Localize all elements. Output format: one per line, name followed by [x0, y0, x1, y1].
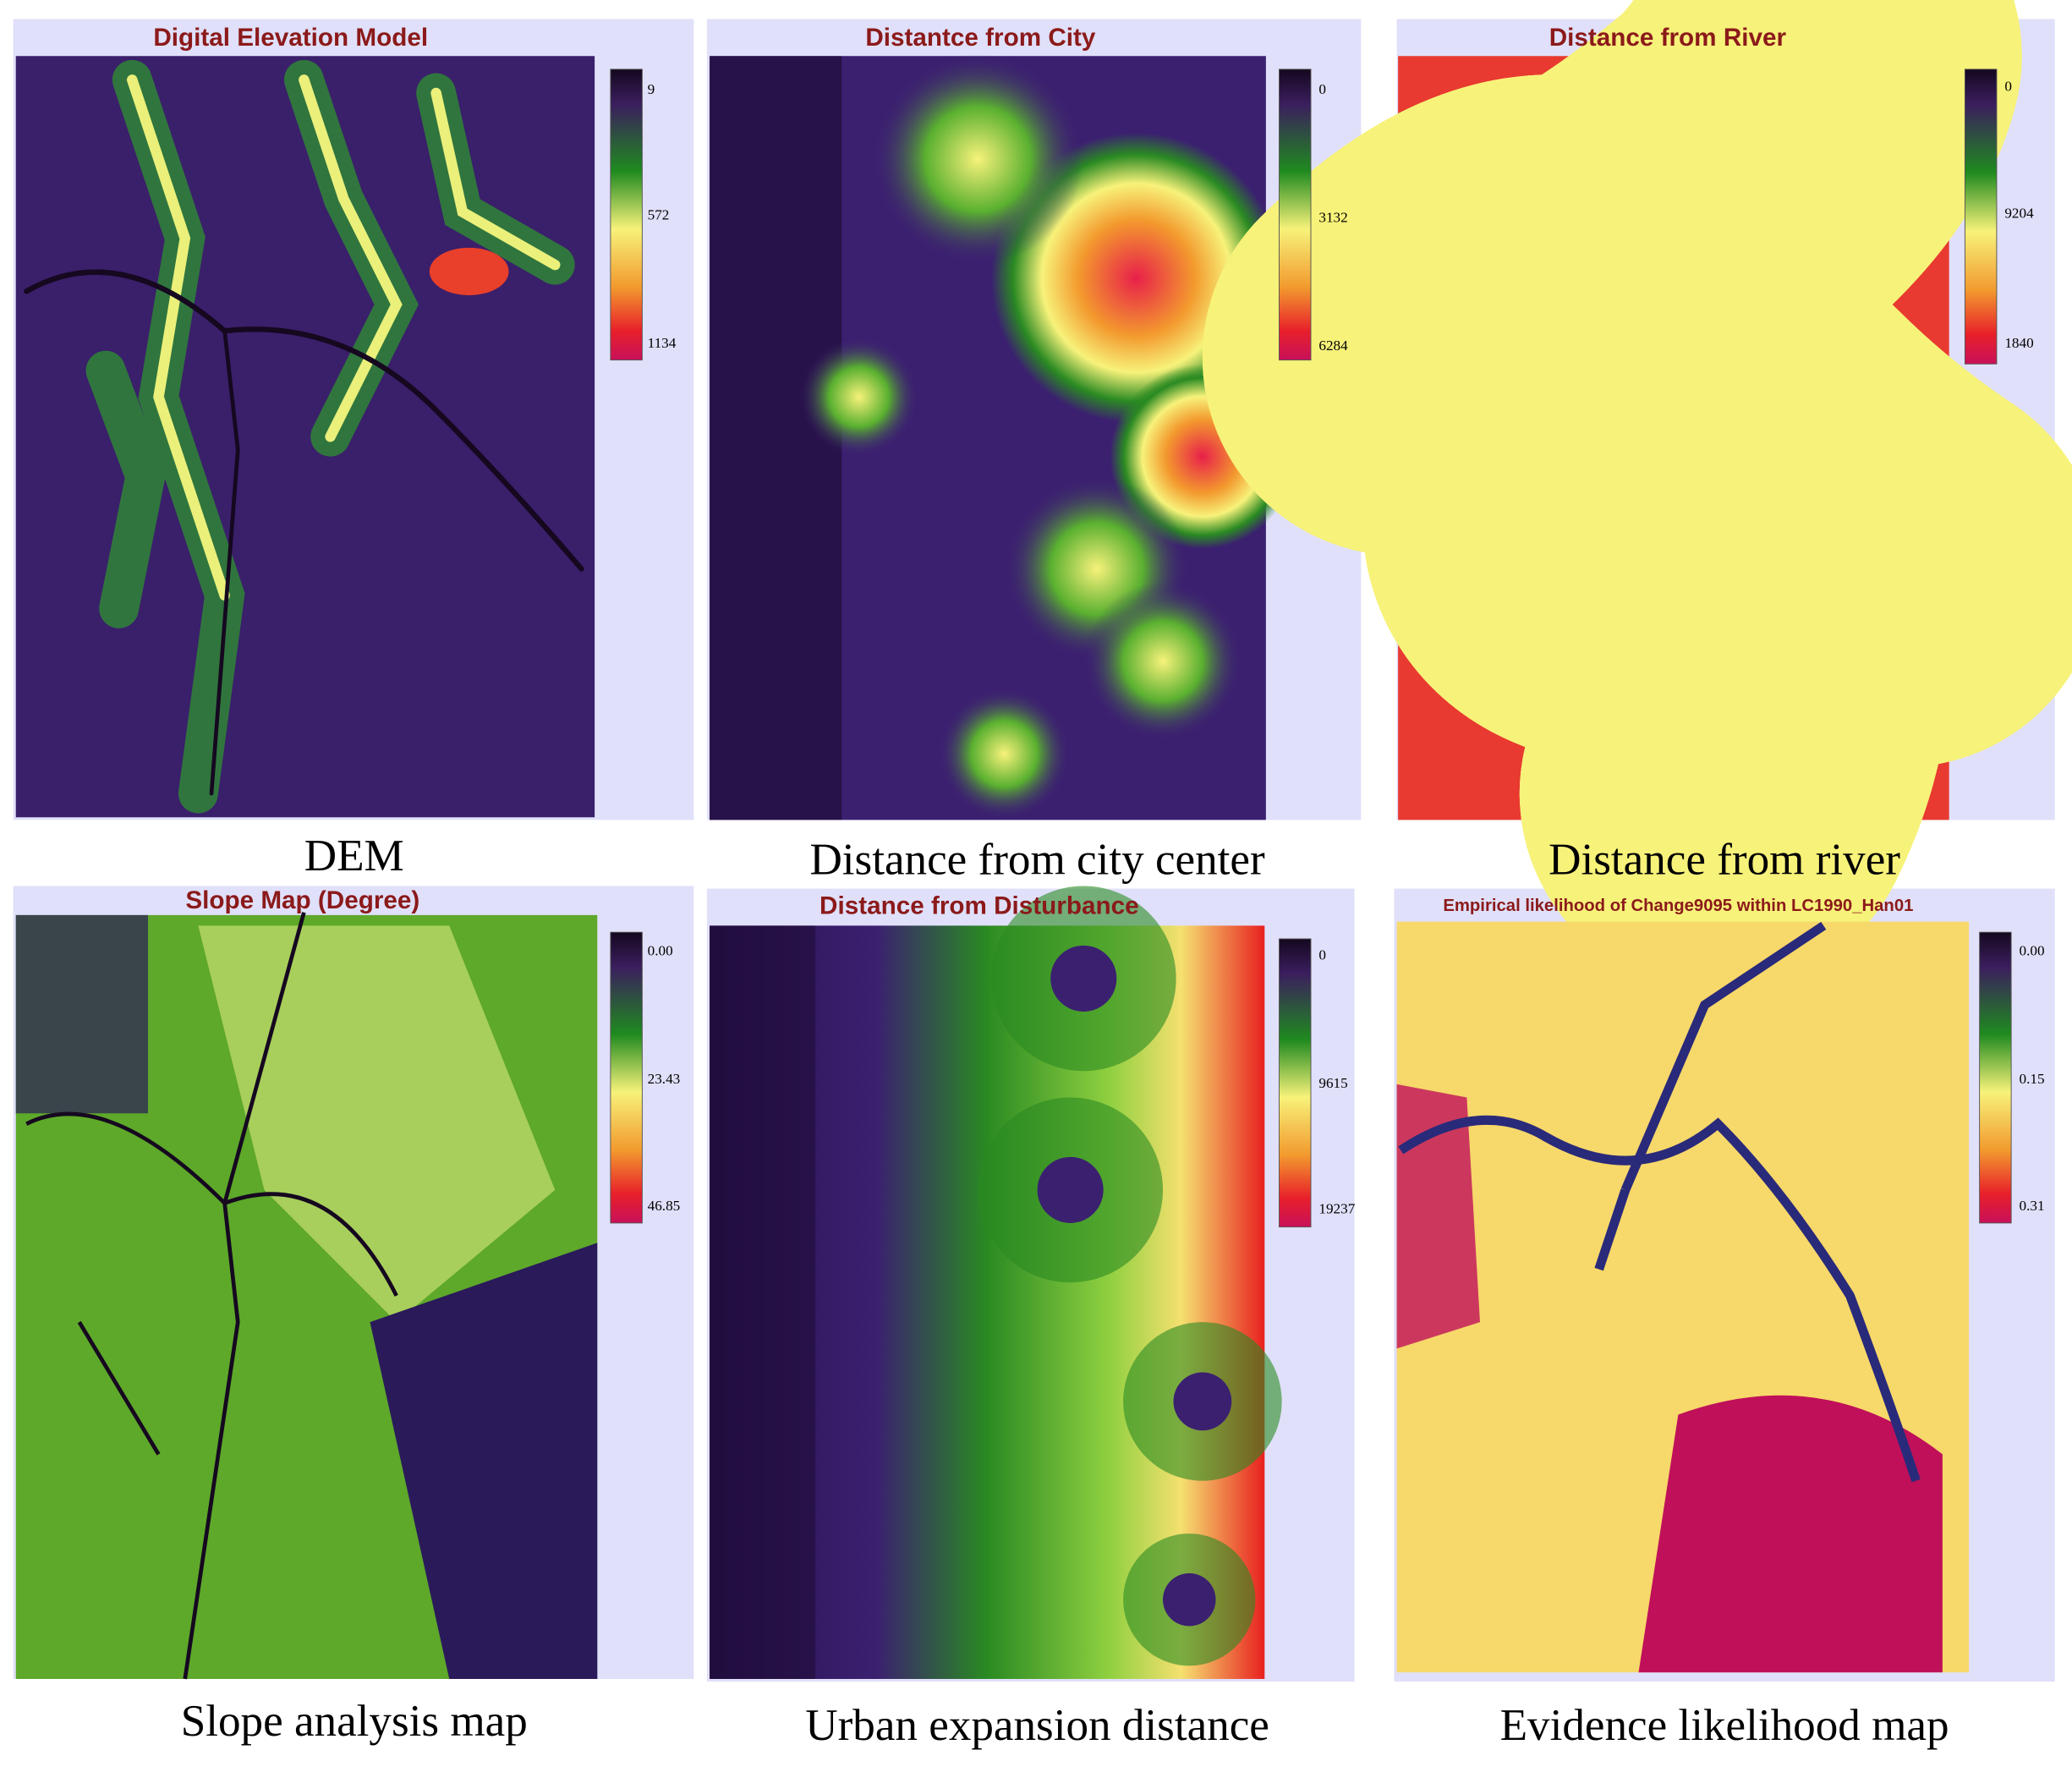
colorbar	[1279, 69, 1312, 361]
legend-label: 572	[648, 206, 670, 222]
legend-label: 0	[1318, 81, 1326, 97]
panel-title: Distance from River	[1549, 24, 1787, 52]
legend-label: 46.85	[648, 1198, 681, 1214]
legend-label: 0.00	[648, 943, 673, 959]
panel-title: Distantce from City	[865, 24, 1096, 52]
colorbar	[1279, 938, 1312, 1228]
legend-label: 0.15	[2020, 1071, 2045, 1087]
slope-map	[15, 912, 598, 1680]
caption: Slope analysis map	[181, 1697, 528, 1746]
colorbar	[1979, 931, 2012, 1224]
colorbar	[610, 931, 643, 1224]
river-map	[1202, 0, 2072, 992]
legend-label: 23.43	[648, 1071, 681, 1087]
panel-title: Empirical likelihood of Change9095 withi…	[1443, 897, 1913, 915]
legend-label: 9204	[2004, 206, 2034, 222]
legend-label: 0	[1318, 946, 1326, 963]
panel-title: Distance from Disturbance	[819, 891, 1139, 919]
legend-label: 0.00	[2020, 943, 2045, 959]
panel-title: Digital Elevation Model	[153, 24, 428, 52]
caption: Distance from city center	[809, 835, 1265, 884]
legend-label: 3132	[1318, 209, 1347, 225]
legend-label: 9615	[1318, 1075, 1347, 1091]
caption: DEM	[304, 831, 404, 881]
caption: Evidence likelihood map	[1500, 1701, 1949, 1750]
colorbar	[610, 69, 643, 361]
legend-label: 19237	[1318, 1200, 1355, 1216]
legend-label: 1134	[648, 335, 677, 351]
legend-label: 9	[648, 81, 655, 97]
legend-label: 0.31	[2020, 1198, 2045, 1214]
legend-label: 1840	[2004, 335, 2033, 351]
disturbance-map	[710, 886, 1282, 1679]
city-map	[710, 53, 1296, 820]
evidence-map	[1396, 921, 1970, 1673]
legend-label: 6284	[1318, 337, 1348, 354]
dem-map	[15, 56, 595, 818]
caption: Urban expansion distance	[805, 1701, 1269, 1750]
caption: Distance from river	[1549, 835, 1900, 884]
colorbar	[1964, 69, 1998, 365]
legend-label: 0	[2004, 79, 2012, 95]
panel-title: Slope Map (Degree)	[185, 886, 419, 914]
